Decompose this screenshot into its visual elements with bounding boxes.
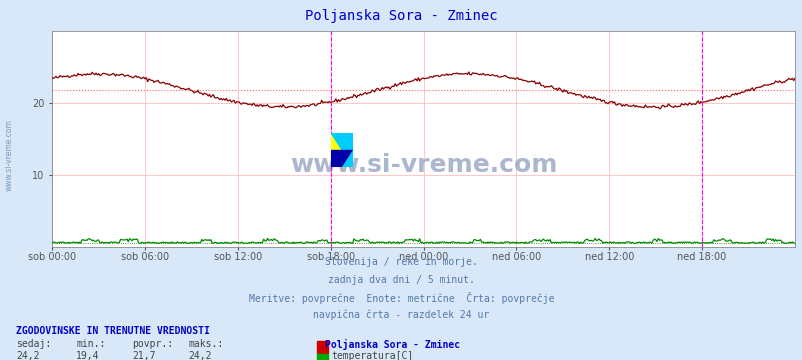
- Text: sedaj:: sedaj:: [16, 339, 51, 349]
- Polygon shape: [330, 133, 353, 167]
- Text: maks.:: maks.:: [188, 339, 224, 349]
- Polygon shape: [342, 150, 353, 167]
- Text: Poljanska Sora - Zminec: Poljanska Sora - Zminec: [305, 9, 497, 23]
- Text: 21,7: 21,7: [132, 351, 156, 360]
- Text: Poljanska Sora - Zminec: Poljanska Sora - Zminec: [325, 339, 460, 350]
- Text: zadnja dva dni / 5 minut.: zadnja dva dni / 5 minut.: [328, 275, 474, 285]
- Bar: [330, 150, 353, 167]
- Text: 24,2: 24,2: [16, 351, 39, 360]
- Text: temperatura[C]: temperatura[C]: [331, 351, 413, 360]
- Text: ZGODOVINSKE IN TRENUTNE VREDNOSTI: ZGODOVINSKE IN TRENUTNE VREDNOSTI: [16, 326, 209, 336]
- Text: navpična črta - razdelek 24 ur: navpična črta - razdelek 24 ur: [313, 309, 489, 320]
- Text: Meritve: povprečne  Enote: metrične  Črta: povprečje: Meritve: povprečne Enote: metrične Črta:…: [249, 292, 553, 304]
- Text: Slovenija / reke in morje.: Slovenija / reke in morje.: [325, 257, 477, 267]
- Text: 24,2: 24,2: [188, 351, 212, 360]
- Text: 19,4: 19,4: [76, 351, 99, 360]
- Text: povpr.:: povpr.:: [132, 339, 173, 349]
- Polygon shape: [330, 133, 353, 167]
- Text: min.:: min.:: [76, 339, 106, 349]
- Text: www.si-vreme.com: www.si-vreme.com: [290, 153, 557, 176]
- Text: www.si-vreme.com: www.si-vreme.com: [5, 119, 14, 191]
